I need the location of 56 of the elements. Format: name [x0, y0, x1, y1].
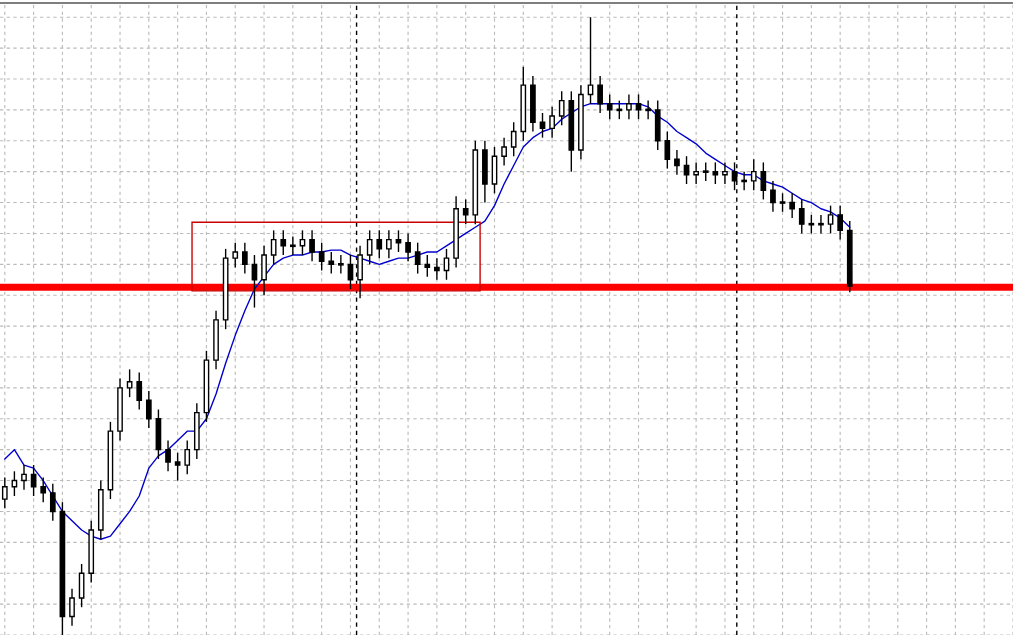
- candlestick: [318, 242, 325, 272]
- candlestick: [376, 229, 383, 259]
- candlestick: [434, 257, 440, 281]
- candlestick: [722, 161, 728, 185]
- candlestick: [424, 254, 431, 278]
- candlestick: [645, 99, 651, 120]
- candlestick: [789, 192, 796, 219]
- candlestick: [280, 229, 287, 256]
- candlestick: [126, 368, 133, 398]
- candlestick: [626, 93, 632, 120]
- candlestick: [770, 180, 776, 213]
- candlestick: [184, 439, 191, 476]
- candlestick: [366, 229, 373, 266]
- candlestick: [635, 93, 642, 120]
- candlestick: [606, 93, 613, 120]
- candlestick: [501, 136, 507, 167]
- candlestick: [40, 476, 47, 503]
- candlestick: [712, 161, 719, 185]
- candlestick: [405, 232, 411, 262]
- candlestick: [674, 149, 680, 176]
- candlestick: [386, 229, 392, 259]
- candlestick: [510, 121, 517, 157]
- candlestick: [290, 235, 296, 256]
- candlestick: [1, 476, 8, 510]
- candlestick: [328, 251, 335, 275]
- candlestick: [241, 242, 248, 275]
- candlestick: [587, 16, 594, 105]
- candlestick: [549, 106, 555, 139]
- candlestick: [798, 198, 805, 235]
- candlestick: [779, 192, 786, 213]
- candlestick: [443, 248, 450, 281]
- candlestick: [616, 99, 623, 120]
- candlestick: [270, 229, 277, 266]
- candlestick: [69, 587, 75, 627]
- candlestick: [136, 371, 143, 411]
- candlestick: [597, 75, 603, 114]
- candlestick: [664, 130, 671, 170]
- candlestick: [49, 482, 56, 522]
- candlestick: [165, 439, 171, 472]
- candlestick: [414, 242, 421, 275]
- candlestick: [693, 161, 699, 185]
- candlestick: [741, 170, 748, 191]
- candlestick: [309, 229, 315, 262]
- candlestick: [837, 204, 844, 241]
- candlestick: [174, 452, 181, 482]
- candlestick: [462, 198, 469, 225]
- candlestick: [558, 90, 565, 127]
- candlestick: [827, 204, 834, 235]
- candlestick: [232, 242, 239, 269]
- candlestick: [145, 390, 152, 429]
- candlestick: [818, 214, 824, 235]
- candlestick: [760, 161, 767, 201]
- candlestick: [750, 158, 757, 191]
- candlestick: [702, 161, 709, 182]
- candlestick: [338, 254, 344, 275]
- candlestick: [21, 464, 27, 491]
